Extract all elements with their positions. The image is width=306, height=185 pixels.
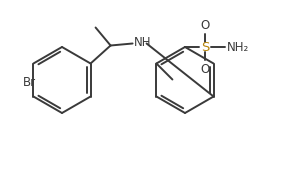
Text: O: O xyxy=(200,18,210,31)
Text: NH: NH xyxy=(134,36,151,49)
Text: O: O xyxy=(200,63,210,75)
Text: Br: Br xyxy=(23,75,36,88)
Text: NH₂: NH₂ xyxy=(227,41,249,53)
Text: S: S xyxy=(201,41,209,53)
